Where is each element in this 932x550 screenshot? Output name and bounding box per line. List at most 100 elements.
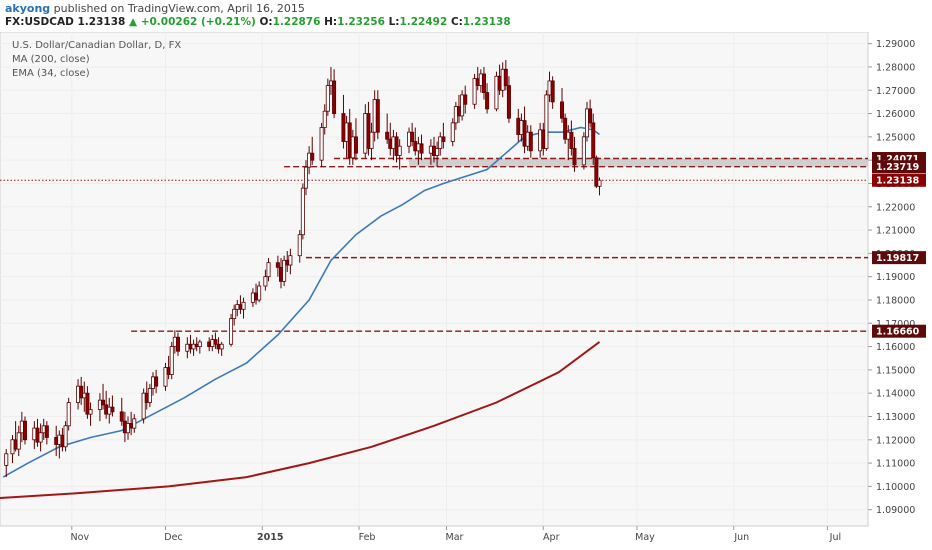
candle-body <box>141 392 146 420</box>
candle-down <box>594 155 599 189</box>
candle-body <box>16 432 21 450</box>
candle-up <box>147 383 152 408</box>
candle-body <box>197 341 202 347</box>
candle-body <box>194 343 199 347</box>
high-label: H: <box>324 16 338 28</box>
x-tick-label: Apr <box>543 532 560 543</box>
candle-body <box>460 94 465 117</box>
candle-body <box>416 143 421 152</box>
candle-body <box>456 106 461 117</box>
candle-up <box>303 160 308 196</box>
price-tag-bg <box>872 173 926 187</box>
candle-body <box>344 122 349 142</box>
candle-body <box>188 343 193 350</box>
candle-body <box>538 129 543 152</box>
candle-body <box>522 120 527 147</box>
open-label: O: <box>259 16 273 28</box>
price-tag-label: 1.23138 <box>876 176 920 187</box>
candle-up <box>163 362 168 391</box>
candle-up <box>16 425 21 457</box>
candle-down <box>563 113 568 144</box>
candle-body <box>332 80 337 114</box>
candle-up <box>241 297 246 319</box>
candle-body <box>282 259 287 282</box>
candle-body <box>569 131 574 149</box>
publish-info: published on TradingView.com, April 16, … <box>53 2 305 15</box>
candle-down <box>119 397 124 426</box>
candle-body <box>144 392 149 403</box>
y-tick-label: 1.15000 <box>876 365 915 376</box>
plot-area[interactable] <box>0 32 869 527</box>
candle-body <box>591 122 596 159</box>
candle-down <box>560 87 565 123</box>
candle-body <box>191 343 196 350</box>
candle-up <box>197 339 202 354</box>
candle-body <box>13 439 18 450</box>
candle-body <box>216 343 221 350</box>
candle-body <box>4 453 9 466</box>
ma-200-line <box>0 341 601 499</box>
candle-down <box>213 332 218 349</box>
price-change: +0.00262 (+0.21%) <box>140 16 256 28</box>
price-chart[interactable]: 1.29000 1.28000 1.27000 1.26000 1.25000 1.240… <box>0 32 932 550</box>
candle-down <box>572 136 577 172</box>
candle-up <box>435 141 440 168</box>
candle-body <box>500 68 505 91</box>
candle-body <box>503 68 508 86</box>
candle-body <box>297 234 302 257</box>
candle-down <box>569 120 574 156</box>
candle-up <box>169 341 174 380</box>
candle-body <box>300 187 305 236</box>
x-tick-label: Nov <box>71 532 90 543</box>
candle-body <box>394 136 399 156</box>
candle-body <box>353 136 358 154</box>
candle-body <box>101 399 106 406</box>
candle-body <box>279 266 284 282</box>
price-tag-bg <box>872 251 926 265</box>
candle-body <box>60 434 65 448</box>
candle-down <box>528 125 533 158</box>
candle-down <box>441 122 446 149</box>
candle-body <box>497 75 502 91</box>
candle-up <box>132 414 137 433</box>
legend: U.S. Dollar/Canadian Dollar, D, FX MA (2… <box>12 40 181 79</box>
price-tag: 1.19817 <box>872 251 926 265</box>
candle-body <box>63 425 68 448</box>
candle-body <box>307 152 312 168</box>
candle-up <box>257 281 262 303</box>
y-tick-label: 1.09000 <box>876 505 915 516</box>
candle-body <box>594 157 599 187</box>
candle-body <box>506 85 511 119</box>
candle-body <box>588 108 593 124</box>
candle-up <box>597 177 602 196</box>
candle-body <box>341 113 346 142</box>
candle-up <box>141 388 146 424</box>
candle-up <box>63 421 68 452</box>
candle-body <box>207 341 212 347</box>
candle-down <box>485 83 490 114</box>
low-value: 1.22492 <box>399 16 448 28</box>
x-tick-label: Jun <box>733 532 749 543</box>
time-axis[interactable]: Nov Dec 2015 Feb Mar Apr May Jun Jul <box>71 526 842 543</box>
candle-body <box>478 73 483 86</box>
price-tag: 1.23719 <box>872 160 926 174</box>
candle-up <box>266 258 271 282</box>
candles <box>4 59 602 478</box>
candle-body <box>169 346 174 375</box>
candle-body <box>441 136 446 142</box>
candle-body <box>241 301 246 310</box>
candle-body <box>147 388 152 403</box>
candle-body <box>563 117 568 140</box>
y-tick-label: 1.19000 <box>876 272 915 283</box>
candle-body <box>519 120 524 135</box>
candle-body <box>263 276 268 287</box>
candle-body <box>435 148 440 156</box>
price-axis[interactable]: 1.290001.280001.270001.260001.250001.240… <box>868 39 915 516</box>
candle-body <box>525 131 530 147</box>
candle-body <box>10 439 15 455</box>
candle-body <box>154 376 159 387</box>
candle-body <box>463 94 468 105</box>
candle-body <box>566 131 571 140</box>
author-link[interactable]: akyong <box>5 2 51 15</box>
candle-down <box>154 369 159 394</box>
